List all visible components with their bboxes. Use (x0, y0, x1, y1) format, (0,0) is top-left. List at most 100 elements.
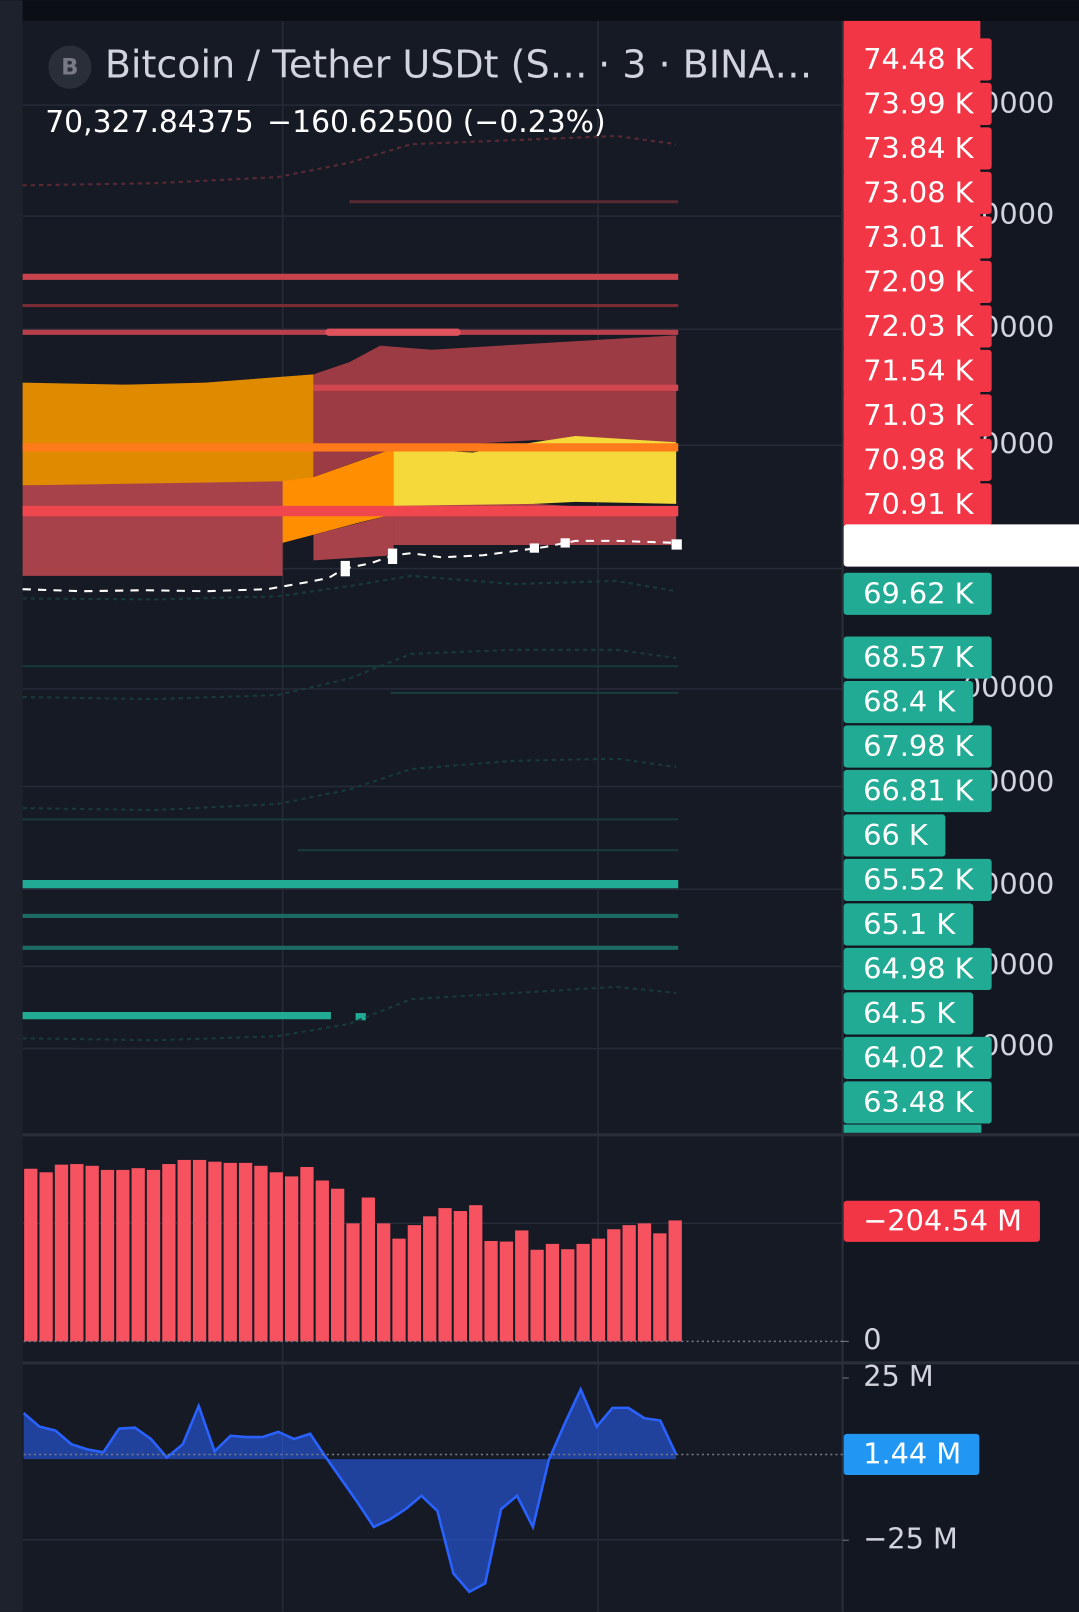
volume-bar (146, 1169, 161, 1342)
level-label-bg (843, 438, 992, 481)
level-label-bg (843, 725, 992, 768)
level-label-group: 70.98 K (843, 438, 992, 481)
level-label: 72.09 K (863, 264, 974, 298)
level-label: 71.03 K (863, 398, 974, 432)
level-label-bg (843, 171, 992, 214)
axis-tick-fragment: 0000 (981, 197, 1054, 231)
volume-bar (331, 1188, 345, 1342)
current-price-label-bg (843, 524, 1079, 567)
level-label-group: 73.99 K (843, 82, 992, 125)
level-label-bg (843, 814, 946, 857)
left-edge (0, 0, 23, 1612)
level-label-bg (843, 1036, 992, 1080)
last-value-group: 1.44 M (843, 1433, 980, 1476)
level-label: 66 K (863, 818, 929, 852)
level-label-bg (843, 260, 992, 303)
volume-bar (223, 1162, 237, 1342)
volume-bar (131, 1168, 145, 1342)
last-value-group: −204.54 M (843, 1200, 1040, 1242)
level-label-group: 64.5 K (843, 992, 974, 1035)
volume-bar (162, 1164, 176, 1342)
level-label: 64.98 K (863, 952, 974, 986)
level-label: 73.84 K (863, 131, 974, 165)
volume-bar (453, 1211, 468, 1342)
volume-bar (545, 1243, 560, 1342)
volume-bar (637, 1223, 652, 1342)
level-label-group: 70.91 K (843, 483, 992, 526)
volume-bar (269, 1172, 283, 1342)
last-price: 70,327.84375 (45, 105, 254, 140)
level-label-bg (843, 636, 992, 679)
level-label-bg (843, 680, 974, 724)
level-label: 73.08 K (863, 175, 974, 209)
volume-bar (300, 1166, 314, 1342)
level-label-group: 74.48 K (843, 38, 992, 81)
level-label-group: 68.4 K (843, 680, 974, 724)
volume-bar (561, 1249, 575, 1342)
status-strip (0, 0, 1079, 21)
level-label-bg (843, 769, 992, 813)
volume-bar (469, 1205, 483, 1342)
candles (22, 538, 682, 593)
level-label-group: 63.48 K (843, 1081, 992, 1124)
volume-bar (377, 1223, 391, 1342)
level-label: 71.54 K (863, 353, 974, 387)
level-label-group: 73.08 K (843, 171, 992, 214)
level-label: 68.57 K (863, 640, 974, 674)
last-value-label: 1.44 M (863, 1436, 961, 1470)
interval-exchange[interactable]: · 3 · BINA… (598, 43, 812, 87)
level-label: 63.48 K (863, 1085, 974, 1119)
axis-tick-fragment: 0000 (981, 1028, 1054, 1062)
current-price-label: 70,327.84375 (863, 528, 1064, 562)
volume-bar (622, 1225, 636, 1342)
axis-tick-fragment: 0000 (981, 764, 1054, 798)
volume-bar (177, 1159, 191, 1342)
level-label-group: 67.98 K (843, 725, 992, 768)
symbol-name[interactable]: Bitcoin / Tether USDt (S… (105, 43, 588, 87)
level-label: 68.4 K (863, 685, 956, 719)
level-label-bg (843, 38, 992, 81)
level-label-bg (843, 82, 992, 125)
level-label: 65.1 K (863, 907, 956, 941)
volume-bar (530, 1249, 544, 1342)
last-value-label: −204.54 M (863, 1203, 1022, 1237)
level-label-bg (843, 992, 974, 1035)
level-label-bg (843, 127, 992, 170)
label-stack-bg (843, 1124, 982, 1133)
volume-bar (392, 1238, 406, 1342)
volume-bar (591, 1238, 606, 1342)
level-label: 69.62 K (863, 576, 974, 610)
level-label-bg (843, 305, 992, 348)
level-label: 70.98 K (863, 442, 974, 476)
level-label: 73.01 K (863, 220, 974, 254)
volume-bar (39, 1172, 53, 1342)
level-label-group: 65.52 K (843, 858, 992, 902)
y-tick-label: 0 (863, 1322, 881, 1356)
level-label: 65.52 K (863, 863, 974, 897)
volume-bar (192, 1159, 207, 1342)
axis-tick-fragment: 0000 (981, 947, 1054, 981)
level-label-group: 71.54 K (843, 349, 992, 392)
last-value-bg (843, 1200, 1040, 1242)
level-label: 64.02 K (863, 1041, 974, 1075)
current-price-label-group: 70,327.84375 (843, 524, 1079, 567)
level-label: 73.99 K (863, 86, 974, 120)
volume-bar (254, 1165, 268, 1342)
axis-tick-fragment: 0000 (981, 426, 1054, 460)
level-label-group: 73.01 K (843, 216, 992, 259)
level-label-group: 66 K (843, 814, 946, 857)
support-lines (22, 574, 679, 1042)
volume-bar (607, 1229, 621, 1342)
level-label-bg (843, 858, 992, 902)
symbol-icon: B (61, 55, 78, 81)
oscillator-line (22, 1386, 678, 1594)
heatmap (22, 134, 679, 576)
y-tick-label: 25 M (863, 1359, 934, 1393)
volume-bar (24, 1168, 38, 1342)
volume-bar (576, 1243, 590, 1342)
volume-bar (70, 1164, 84, 1342)
level-label-group: 68.57 K (843, 636, 992, 679)
level-label: 67.98 K (863, 729, 974, 763)
